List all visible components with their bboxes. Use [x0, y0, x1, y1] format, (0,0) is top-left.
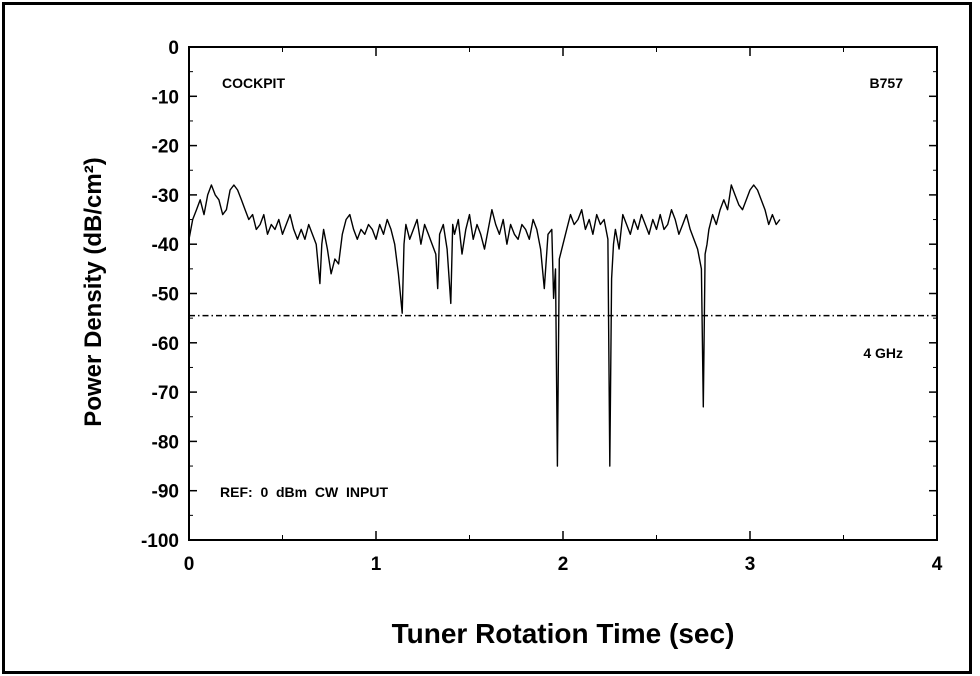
y-tick-label: -90 [152, 482, 179, 503]
y-tick-label: -10 [152, 87, 179, 108]
annotation-frequency: 4 GHz [863, 345, 903, 361]
y-tick-label: -100 [141, 531, 179, 552]
y-tick-label: -50 [152, 285, 179, 306]
y-tick-label: 0 [168, 38, 179, 59]
y-tick-label: -30 [152, 186, 179, 207]
y-axis: 0 -10 -20 -30 -40 -50 -60 -70 -80 -90 -100 [141, 38, 937, 552]
x-axis: 0 1 2 3 4 [184, 47, 943, 575]
y-tick-label: -40 [152, 235, 179, 256]
x-tick-label: 1 [371, 554, 382, 575]
annotation-cockpit: COCKPIT [222, 75, 285, 91]
x-tick-label: 3 [745, 554, 756, 575]
annotation-reference: REF: 0 dBm CW INPUT [220, 484, 388, 500]
x-tick-label: 0 [184, 554, 195, 575]
y-tick-label: -60 [152, 334, 179, 355]
x-axis-title: Tuner Rotation Time (sec) [392, 618, 735, 649]
y-tick-label: -70 [152, 383, 179, 404]
x-tick-label: 4 [932, 554, 943, 575]
y-tick-label: -20 [152, 137, 179, 158]
y-axis-title: Power Density (dB/cm²) [80, 157, 107, 426]
y-tick-label: -80 [152, 432, 179, 453]
plot-area [188, 46, 938, 541]
series-line [188, 184, 781, 467]
annotation-aircraft: B757 [870, 75, 904, 91]
x-tick-label: 2 [558, 554, 569, 575]
